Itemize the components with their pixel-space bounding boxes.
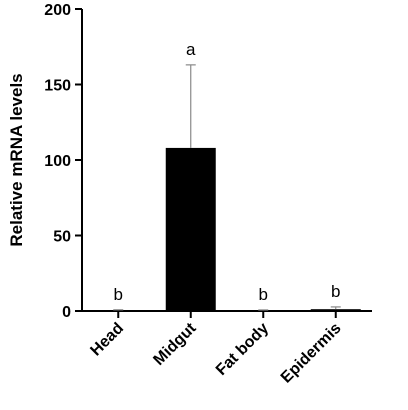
significance-label: b (114, 285, 123, 304)
labels: b Head a Midgut b Fat body b Epidermis (87, 40, 344, 387)
category-label: Epidermis (278, 320, 345, 387)
bar (310, 309, 361, 311)
y-tick-label: 50 (53, 229, 71, 246)
category-label: Midgut (150, 319, 200, 369)
category-label: Fat body (213, 320, 272, 379)
category-label: Head (87, 320, 127, 360)
bars (93, 64, 361, 311)
significance-label: b (259, 285, 268, 304)
y-tick-label: 200 (44, 2, 71, 19)
y-tick-label: 150 (44, 78, 71, 95)
y-tick-label: 100 (44, 153, 71, 170)
bar (165, 147, 216, 311)
significance-label: b (331, 282, 340, 301)
y-tick-label: 0 (62, 304, 71, 321)
bar (93, 310, 144, 311)
significance-label: a (186, 40, 196, 59)
y-axis-label: Relative mRNA levels (7, 73, 26, 246)
